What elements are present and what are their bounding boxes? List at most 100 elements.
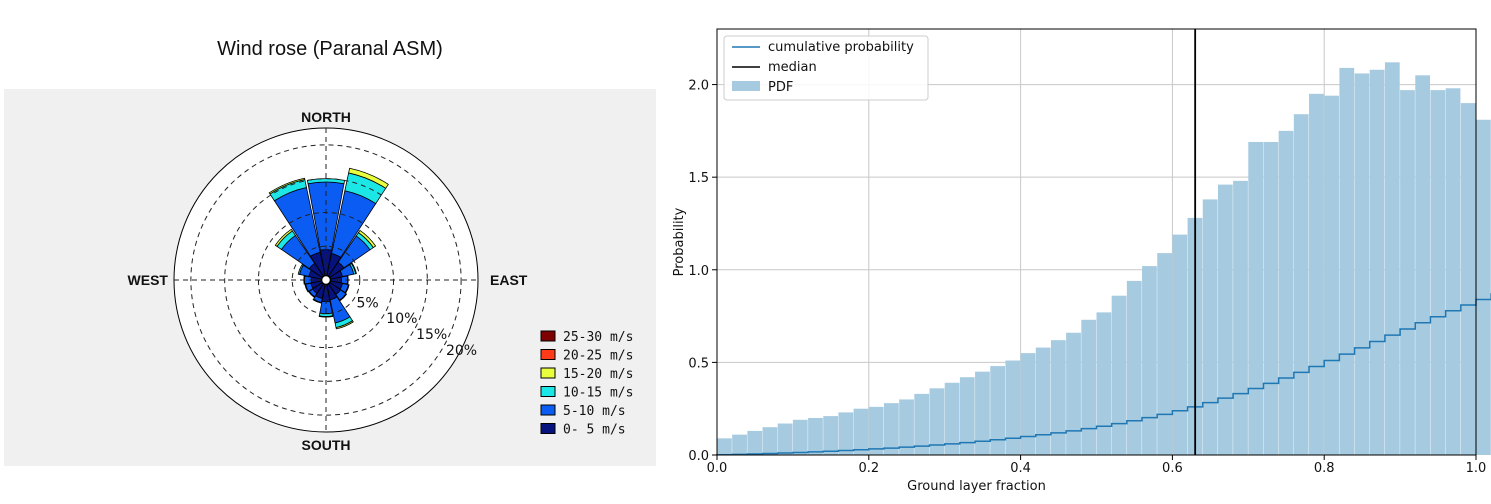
pdf-bar: [1248, 141, 1264, 455]
pdf-bar: [1035, 347, 1051, 455]
hist-xtick-label: 1.0: [1466, 461, 1487, 476]
hist-ytick-label: 1.5: [688, 171, 709, 186]
pdf-bar: [1430, 90, 1446, 456]
rose-legend-label: 25-30 m/s: [563, 330, 633, 345]
rose-legend-label: 0- 5 m/s: [563, 423, 626, 438]
rose-legend-swatch: [540, 330, 556, 342]
rose-legend-label: 5-10 m/s: [563, 404, 626, 419]
rose-ring-label: 20%: [446, 343, 477, 359]
rose-wedge: [350, 262, 357, 275]
rose-direction-label-east: EAST: [490, 272, 528, 288]
pdf-bar: [1400, 90, 1415, 456]
hist-xtick-label: 0.0: [707, 461, 728, 476]
pdf-bar: [1172, 234, 1188, 455]
pdf-bar: [1005, 360, 1021, 455]
rose-legend-label: 10-15 m/s: [563, 386, 633, 401]
pdf-bar: [1324, 95, 1339, 456]
pdf-bar: [1050, 340, 1066, 455]
pdf-bar: [1126, 280, 1142, 455]
pdf-bar: [1157, 253, 1172, 455]
pdf-bar: [899, 399, 914, 455]
rose-wedge: [308, 290, 316, 298]
rose-wedge: [335, 320, 354, 330]
pdf-bar: [1309, 93, 1324, 456]
pdf-bar: [1233, 180, 1248, 455]
rose-legend-swatch: [540, 423, 556, 434]
rose-legend-label: 20-25 m/s: [563, 349, 633, 364]
rose-legend-label: 15-20 m/s: [563, 367, 633, 382]
rose-direction-label-west: WEST: [128, 272, 169, 288]
hist-ylabel: Probability: [672, 207, 687, 276]
pdf-bar: [1020, 353, 1036, 455]
rose-ring-label: 5%: [356, 295, 378, 311]
pdf-bar: [944, 382, 960, 455]
pdf-bar: [1081, 319, 1097, 455]
pdf-bar: [1354, 73, 1370, 455]
pdf-bar: [929, 388, 945, 455]
rose-wedge: [304, 283, 310, 293]
rose-direction-label-south: SOUTH: [302, 437, 351, 453]
rose-wedge: [357, 229, 377, 249]
legend-pdf-swatch: [732, 81, 760, 91]
pdf-bar: [1293, 114, 1309, 455]
pdf-bar: [732, 434, 747, 455]
rose-wedge: [344, 284, 350, 294]
pdf-bar: [1476, 119, 1491, 455]
pdf-bar: [1384, 62, 1400, 455]
rose-ring-label: 15%: [416, 327, 447, 343]
legend-cumulative-label: cumulative probability: [768, 40, 914, 55]
hist-ytick-label: 0.0: [688, 449, 709, 464]
pdf-bar: [914, 393, 930, 455]
hist-xtick-label: 0.6: [1162, 461, 1183, 476]
pdf-bar: [975, 371, 990, 455]
hist-legend-box: [723, 35, 929, 101]
hist-ytick-label: 1.0: [688, 264, 709, 279]
hist-xtick-label: 0.8: [1314, 461, 1335, 476]
rose-wedge: [274, 228, 293, 247]
pdf-bar: [1369, 69, 1385, 455]
pdf-bar: [1217, 184, 1233, 455]
hist-xlabel: Ground layer fraction: [907, 479, 1046, 494]
pdf-bar: [1096, 312, 1112, 455]
pdf-bar: [792, 419, 808, 455]
hist-ytick-label: 2.0: [688, 79, 709, 94]
rose-wedge: [348, 167, 389, 189]
rose-legend-swatch: [540, 367, 556, 379]
cumulative-probability-line: [716, 293, 1491, 456]
rose-ring-label: 10%: [386, 311, 417, 327]
pdf-bar: [1202, 199, 1218, 455]
rose-legend-swatch: [540, 349, 556, 360]
rose-center: [320, 274, 332, 286]
legend-pdf-label: PDF: [768, 80, 793, 95]
pdf-bar: [747, 430, 763, 455]
rose-wedge: [318, 315, 334, 318]
pdf-bar: [853, 408, 869, 455]
pdf-bar: [959, 377, 975, 455]
rose-wedge: [339, 293, 348, 302]
rose-legend-swatch: [540, 404, 556, 416]
rose-grid-ring: [291, 245, 361, 315]
hist-plot-area: [717, 29, 1476, 455]
pdf-bar: [1339, 67, 1355, 455]
pdf-bar: [808, 417, 823, 455]
pdf-bar: [883, 403, 899, 455]
pdf-bar: [838, 412, 854, 455]
pdf-bar: [823, 416, 839, 455]
hist-xtick-label: 0.2: [858, 461, 879, 476]
pdf-bar: [990, 366, 1006, 455]
pdf-bar: [1278, 130, 1294, 455]
pdf-bar: [1142, 266, 1157, 455]
pdf-bar: [1111, 295, 1127, 455]
rose-wedge: [268, 177, 306, 195]
pdf-bar: [1460, 103, 1476, 455]
legend-median-label: median: [768, 60, 817, 75]
pdf-bar: [717, 438, 732, 455]
hist-xtick-label: 0.4: [1010, 461, 1031, 476]
rose-wedge: [312, 298, 322, 304]
pdf-bar: [777, 423, 793, 455]
pdf-bar: [762, 427, 778, 455]
hist-frame: [716, 28, 1477, 456]
rose-grid-ring: [190, 144, 462, 416]
pdf-bar: [1187, 217, 1203, 455]
rose-wedge: [297, 263, 304, 275]
